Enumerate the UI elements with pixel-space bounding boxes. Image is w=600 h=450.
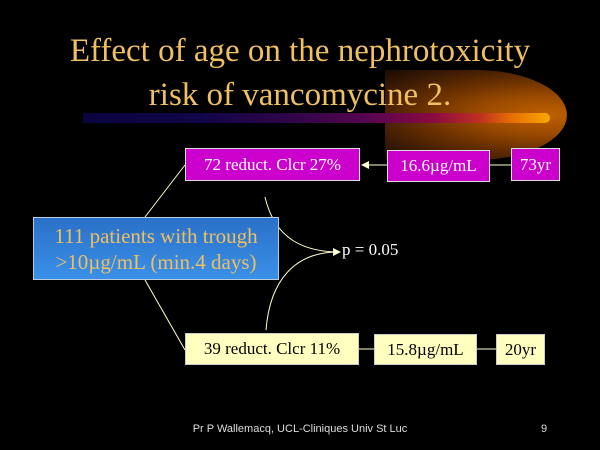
line-source-to-upper xyxy=(144,164,186,218)
lower-age-box: 20yr xyxy=(496,334,545,365)
slide-title: Effect of age on the nephrotoxicity risk… xyxy=(0,29,600,117)
comet-tail-decoration xyxy=(83,113,550,123)
p-value-label: p = 0.05 xyxy=(342,240,399,259)
title-line-1: Effect of age on the nephrotoxicity xyxy=(69,33,531,69)
curve-lower-to-p xyxy=(265,251,339,331)
source-line-2: >10µg/mL (min.4 days) xyxy=(55,249,257,274)
source-patients-box: 111 patients with trough >10µg/mL (min.4… xyxy=(33,217,279,280)
source-line-1: 111 patients with trough xyxy=(54,223,258,248)
footer-text: Pr P Wallemacq, UCL-Cliniques Univ St Lu… xyxy=(192,423,408,435)
lower-trough-box: 15.8µg/mL xyxy=(374,334,477,365)
upper-trough-box: 16.6µg/mL xyxy=(387,150,490,182)
curve-upper-to-p xyxy=(264,196,341,256)
upper-age-box: 73yr xyxy=(511,148,560,181)
title-line-2: risk of vancomycine 2. xyxy=(148,77,452,113)
upper-group-box: 72 reduct. Clcr 27% xyxy=(185,148,360,181)
lower-group-box: 39 reduct. Clcr 11% xyxy=(185,333,359,365)
page-number: 9 xyxy=(541,423,548,435)
line-source-to-lower xyxy=(144,279,186,351)
